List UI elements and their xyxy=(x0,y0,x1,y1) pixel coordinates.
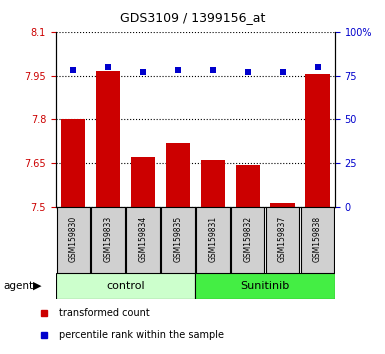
Point xyxy=(105,64,111,70)
Text: GDS3109 / 1399156_at: GDS3109 / 1399156_at xyxy=(120,11,265,24)
Text: transformed count: transformed count xyxy=(59,308,150,318)
Text: GSM159833: GSM159833 xyxy=(104,215,113,262)
Bar xyxy=(131,158,155,207)
Text: GSM159834: GSM159834 xyxy=(139,215,147,262)
Bar xyxy=(201,160,225,207)
Bar xyxy=(126,207,160,273)
Bar xyxy=(56,273,195,299)
Point xyxy=(244,69,251,75)
Bar xyxy=(61,119,85,207)
Point xyxy=(140,69,146,75)
Bar xyxy=(196,207,229,273)
Bar xyxy=(301,207,334,273)
Text: GSM159830: GSM159830 xyxy=(69,215,78,262)
Text: GSM159837: GSM159837 xyxy=(278,215,287,262)
Point xyxy=(315,64,321,70)
Text: GSM159838: GSM159838 xyxy=(313,216,322,262)
Text: GSM159835: GSM159835 xyxy=(173,215,182,262)
Text: percentile rank within the sample: percentile rank within the sample xyxy=(59,330,224,339)
Point xyxy=(70,68,76,73)
Bar xyxy=(236,165,260,207)
Text: control: control xyxy=(106,281,145,291)
Bar xyxy=(91,207,125,273)
Bar xyxy=(266,207,300,273)
Text: agent: agent xyxy=(4,281,34,291)
Point xyxy=(280,69,286,75)
Bar xyxy=(96,71,121,207)
Text: Sunitinib: Sunitinib xyxy=(241,281,290,291)
Point xyxy=(175,68,181,73)
Text: GSM159831: GSM159831 xyxy=(208,216,218,262)
Bar xyxy=(231,207,264,273)
Bar xyxy=(166,143,190,207)
Bar xyxy=(57,207,90,273)
Text: ▶: ▶ xyxy=(33,281,41,291)
Point xyxy=(210,68,216,73)
Text: GSM159832: GSM159832 xyxy=(243,216,252,262)
Bar xyxy=(305,74,330,207)
Bar xyxy=(161,207,195,273)
Bar xyxy=(270,203,295,207)
Bar xyxy=(195,273,335,299)
